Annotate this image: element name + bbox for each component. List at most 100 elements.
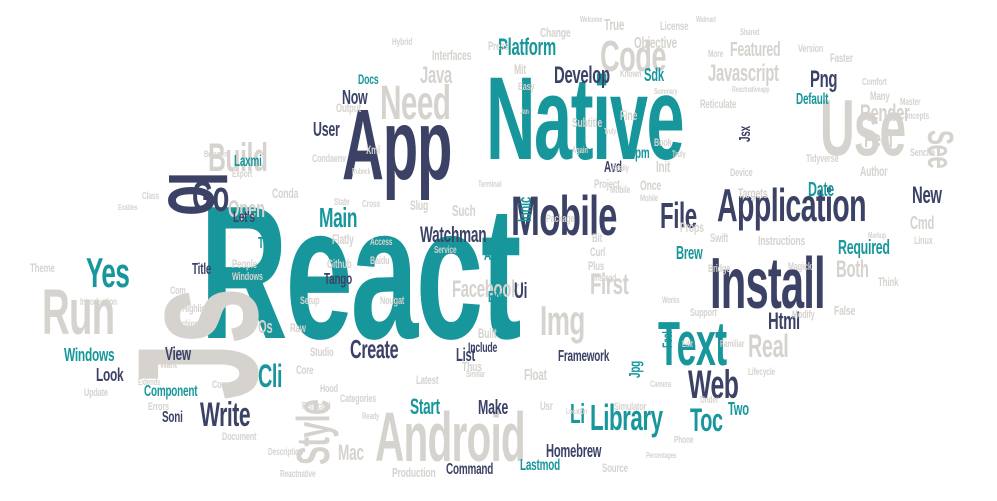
word-theme: Theme (30, 261, 55, 275)
word-lets: Let's (233, 209, 255, 226)
word-command: Command (446, 461, 494, 478)
word-instructions: Instructions (758, 233, 806, 248)
word-brew: Brew (676, 243, 703, 263)
word-use: Use (820, 83, 906, 172)
word-think: Think (878, 275, 899, 289)
word-watchman: Watchman (420, 222, 487, 247)
word-title: Title (192, 261, 212, 278)
word-press: Press (488, 39, 509, 53)
word-access: Access (370, 237, 393, 248)
word-laxmi: Laxmi (234, 153, 262, 170)
word-build: Build (208, 136, 268, 180)
word-categories: Categories (340, 393, 377, 405)
word-github: Github (327, 257, 352, 271)
word-subtitle: Subtitle (572, 115, 603, 130)
word-state: State (334, 197, 350, 208)
word-condaenv: Condaenv (312, 153, 346, 165)
word-studio: Studio (310, 345, 334, 359)
word-mobile: Mobile (511, 184, 617, 247)
word-jpg: Jpg (627, 360, 644, 378)
word-code: Code (600, 32, 667, 81)
word-reticulate: Reticulate (700, 97, 737, 111)
word-tidyverse: Tidyverse (806, 153, 839, 165)
word-apis: Apis (484, 247, 505, 264)
word-under: Under (700, 395, 719, 406)
word-develop: Develop (554, 62, 610, 89)
word-platform: Platform (498, 34, 556, 61)
word-make: Make (478, 397, 509, 419)
word-true: True (604, 17, 625, 34)
word-walmart: Walmart (696, 15, 716, 24)
word-fine: Fine (620, 107, 638, 123)
word-first: First (590, 268, 629, 301)
word-nougat: Nougat (380, 295, 405, 307)
word-known: Known (620, 69, 642, 80)
word-ui: Ui (514, 278, 528, 303)
word-file: File (660, 195, 697, 236)
word-shared: Shared (740, 27, 760, 37)
word-people: People (232, 257, 258, 271)
word-book: Book (654, 137, 672, 149)
word-thus: Thus (462, 359, 482, 374)
word-project: Project (594, 177, 620, 191)
word-easy: Easy (518, 81, 535, 93)
word-soni: Soni (162, 409, 183, 426)
word-required: Required (838, 237, 890, 259)
word-write: Write (200, 396, 251, 434)
word-document: Document (222, 431, 257, 443)
word-list: List (456, 345, 475, 365)
word-mac: Mac (338, 440, 364, 465)
word-version: Version (798, 43, 824, 55)
word-both: Both (836, 256, 869, 283)
word-lifecycle: Lifecycle (748, 367, 776, 378)
word-bit: Bit (592, 231, 603, 245)
word-output: Output (336, 101, 362, 115)
word-facebook: Facebook (452, 276, 520, 303)
word-false: False (834, 303, 856, 318)
word-library: Library (590, 397, 663, 438)
word-docs: Docs (358, 71, 379, 87)
word-now: Now (342, 87, 368, 109)
word-want: Want (160, 359, 177, 371)
word-objective: Objective (634, 35, 677, 52)
word-ready: Ready (362, 411, 380, 421)
word-homebrew: Homebrew (546, 441, 602, 461)
word-view: View (165, 344, 191, 364)
word-plus: Plus (588, 259, 605, 273)
word-look: Look (96, 365, 124, 385)
word-built: Built (478, 325, 497, 341)
word-ionic: Ionic (515, 197, 535, 222)
word-enables: Enables (118, 203, 138, 212)
word-featured: Featured (730, 39, 781, 61)
word-sdk: Sdk (644, 65, 664, 85)
word-yes: Yes (86, 249, 130, 296)
word-android: Android (375, 398, 526, 476)
word-really: Really (612, 163, 629, 173)
word-truly-small: Truly (604, 127, 617, 136)
word-comfort: Comfort (862, 77, 887, 88)
word-faster: Faster (830, 51, 853, 65)
word-lastmod: Lastmod (520, 457, 560, 474)
word-cmd: Cmd (910, 213, 935, 233)
word-cross: Cross (362, 199, 381, 210)
word-service: Service (434, 245, 457, 256)
word-text: Text (658, 310, 727, 379)
word-include: Include (468, 339, 498, 355)
word-highlight: Highlight (182, 303, 213, 315)
word-percentages: Percentages (646, 451, 677, 460)
word-windows-small: Windows (232, 271, 263, 283)
word-between: Between (204, 149, 228, 159)
word-class: Class (142, 191, 159, 202)
word-main: Main (319, 202, 358, 233)
word-windows: Windows (64, 345, 115, 365)
word-markup: Markup (868, 231, 887, 240)
word-bridge: Bridge (708, 263, 731, 275)
word-targets: Targets (738, 185, 768, 201)
word-source: Source (602, 461, 628, 475)
word-many: Many (870, 89, 890, 103)
word-avd: Avd (604, 159, 622, 176)
word-support: Support (690, 307, 717, 319)
word-user: User (313, 119, 340, 141)
word-more: More (708, 49, 724, 60)
